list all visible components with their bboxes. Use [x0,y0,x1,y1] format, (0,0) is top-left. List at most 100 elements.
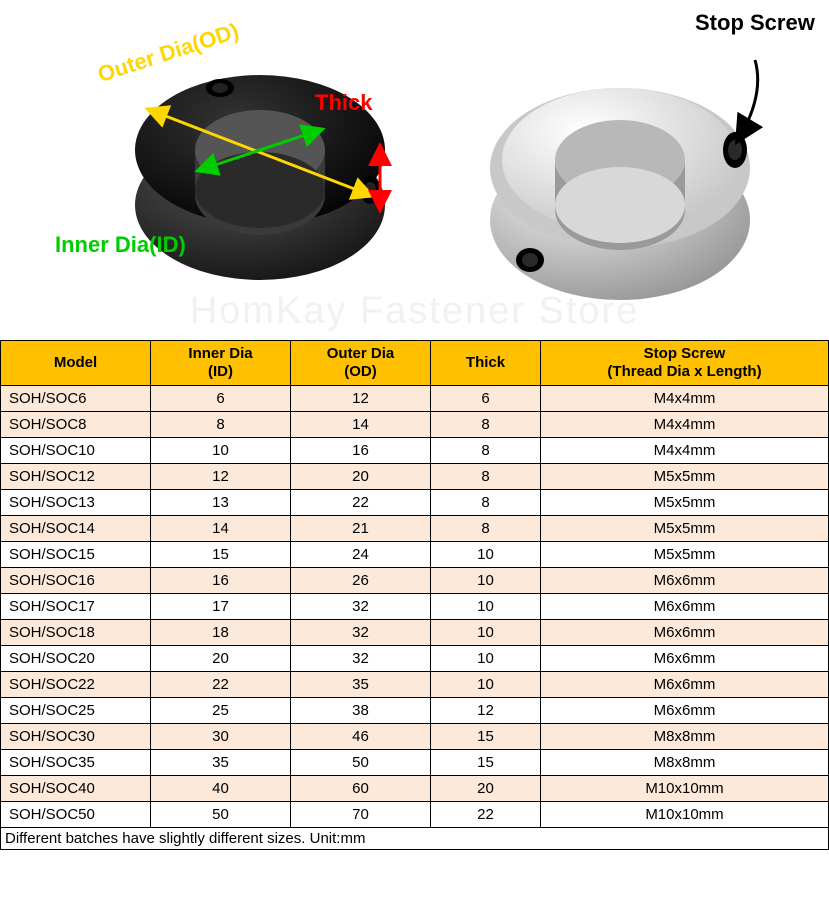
cell-model: SOH/SOC25 [1,698,151,724]
cell-od: 24 [291,542,431,568]
cell-od: 20 [291,464,431,490]
table-row: SOH/SOC66126M4x4mm [1,386,829,412]
cell-thick: 15 [431,750,541,776]
cell-model: SOH/SOC50 [1,802,151,828]
cell-thick: 10 [431,568,541,594]
spec-table: Model Inner Dia(ID) Outer Dia(OD) Thick … [0,340,829,828]
cell-id: 25 [151,698,291,724]
cell-model: SOH/SOC18 [1,620,151,646]
cell-model: SOH/SOC20 [1,646,151,672]
table-row: SOH/SOC1414218M5x5mm [1,516,829,542]
table-row: SOH/SOC18183210M6x6mm [1,620,829,646]
cell-id: 13 [151,490,291,516]
cell-screw: M4x4mm [541,386,829,412]
cell-thick: 8 [431,464,541,490]
cell-id: 10 [151,438,291,464]
black-collar [120,40,400,300]
cell-id: 14 [151,516,291,542]
thick-label: Thick [315,90,372,116]
cell-od: 35 [291,672,431,698]
cell-model: SOH/SOC6 [1,386,151,412]
cell-thick: 8 [431,438,541,464]
cell-screw: M10x10mm [541,802,829,828]
cell-id: 50 [151,802,291,828]
table-header-row: Model Inner Dia(ID) Outer Dia(OD) Thick … [1,341,829,386]
cell-model: SOH/SOC10 [1,438,151,464]
cell-model: SOH/SOC15 [1,542,151,568]
table-row: SOH/SOC35355015M8x8mm [1,750,829,776]
cell-od: 21 [291,516,431,542]
cell-thick: 8 [431,412,541,438]
table-row: SOH/SOC1313228M5x5mm [1,490,829,516]
page: Outer Dia(OD) Thick Inner Dia(ID) Stop S… [0,0,829,850]
stop-screw-label: Stop Screw [695,10,815,36]
cell-thick: 10 [431,620,541,646]
cell-thick: 10 [431,646,541,672]
cell-id: 40 [151,776,291,802]
col-screw: Stop Screw(Thread Dia x Length) [541,341,829,386]
cell-model: SOH/SOC30 [1,724,151,750]
cell-thick: 20 [431,776,541,802]
table-row: SOH/SOC30304615M8x8mm [1,724,829,750]
cell-model: SOH/SOC22 [1,672,151,698]
cell-model: SOH/SOC35 [1,750,151,776]
cell-thick: 8 [431,516,541,542]
col-outer: Outer Dia(OD) [291,341,431,386]
cell-id: 12 [151,464,291,490]
table-row: SOH/SOC1010168M4x4mm [1,438,829,464]
table-row: SOH/SOC88148M4x4mm [1,412,829,438]
cell-model: SOH/SOC12 [1,464,151,490]
cell-od: 22 [291,490,431,516]
table-row: SOH/SOC1212208M5x5mm [1,464,829,490]
cell-id: 17 [151,594,291,620]
cell-screw: M8x8mm [541,724,829,750]
diagram-area: Outer Dia(OD) Thick Inner Dia(ID) Stop S… [0,0,829,340]
cell-screw: M5x5mm [541,464,829,490]
cell-thick: 10 [431,672,541,698]
cell-model: SOH/SOC17 [1,594,151,620]
cell-thick: 22 [431,802,541,828]
cell-id: 8 [151,412,291,438]
table-row: SOH/SOC50507022M10x10mm [1,802,829,828]
cell-id: 18 [151,620,291,646]
cell-od: 32 [291,620,431,646]
footnote: Different batches have slightly differen… [0,828,829,850]
cell-model: SOH/SOC40 [1,776,151,802]
col-inner: Inner Dia(ID) [151,341,291,386]
cell-model: SOH/SOC8 [1,412,151,438]
cell-od: 32 [291,594,431,620]
cell-screw: M5x5mm [541,490,829,516]
cell-od: 12 [291,386,431,412]
cell-screw: M6x6mm [541,698,829,724]
table-row: SOH/SOC17173210M6x6mm [1,594,829,620]
cell-screw: M6x6mm [541,594,829,620]
cell-thick: 15 [431,724,541,750]
cell-model: SOH/SOC13 [1,490,151,516]
cell-od: 46 [291,724,431,750]
cell-od: 60 [291,776,431,802]
cell-id: 30 [151,724,291,750]
cell-screw: M6x6mm [541,672,829,698]
cell-id: 6 [151,386,291,412]
inner-dia-label: Inner Dia(ID) [55,232,186,258]
table-row: SOH/SOC16162610M6x6mm [1,568,829,594]
table-row: SOH/SOC25253812M6x6mm [1,698,829,724]
cell-screw: M10x10mm [541,776,829,802]
cell-screw: M8x8mm [541,750,829,776]
cell-screw: M4x4mm [541,438,829,464]
cell-id: 16 [151,568,291,594]
cell-thick: 6 [431,386,541,412]
table-row: SOH/SOC20203210M6x6mm [1,646,829,672]
cell-model: SOH/SOC14 [1,516,151,542]
table-row: SOH/SOC15152410M5x5mm [1,542,829,568]
cell-od: 50 [291,750,431,776]
col-model: Model [1,341,151,386]
cell-screw: M6x6mm [541,620,829,646]
cell-od: 70 [291,802,431,828]
cell-screw: M5x5mm [541,542,829,568]
cell-screw: M5x5mm [541,516,829,542]
table-row: SOH/SOC22223510M6x6mm [1,672,829,698]
cell-screw: M6x6mm [541,646,829,672]
cell-id: 20 [151,646,291,672]
cell-od: 32 [291,646,431,672]
